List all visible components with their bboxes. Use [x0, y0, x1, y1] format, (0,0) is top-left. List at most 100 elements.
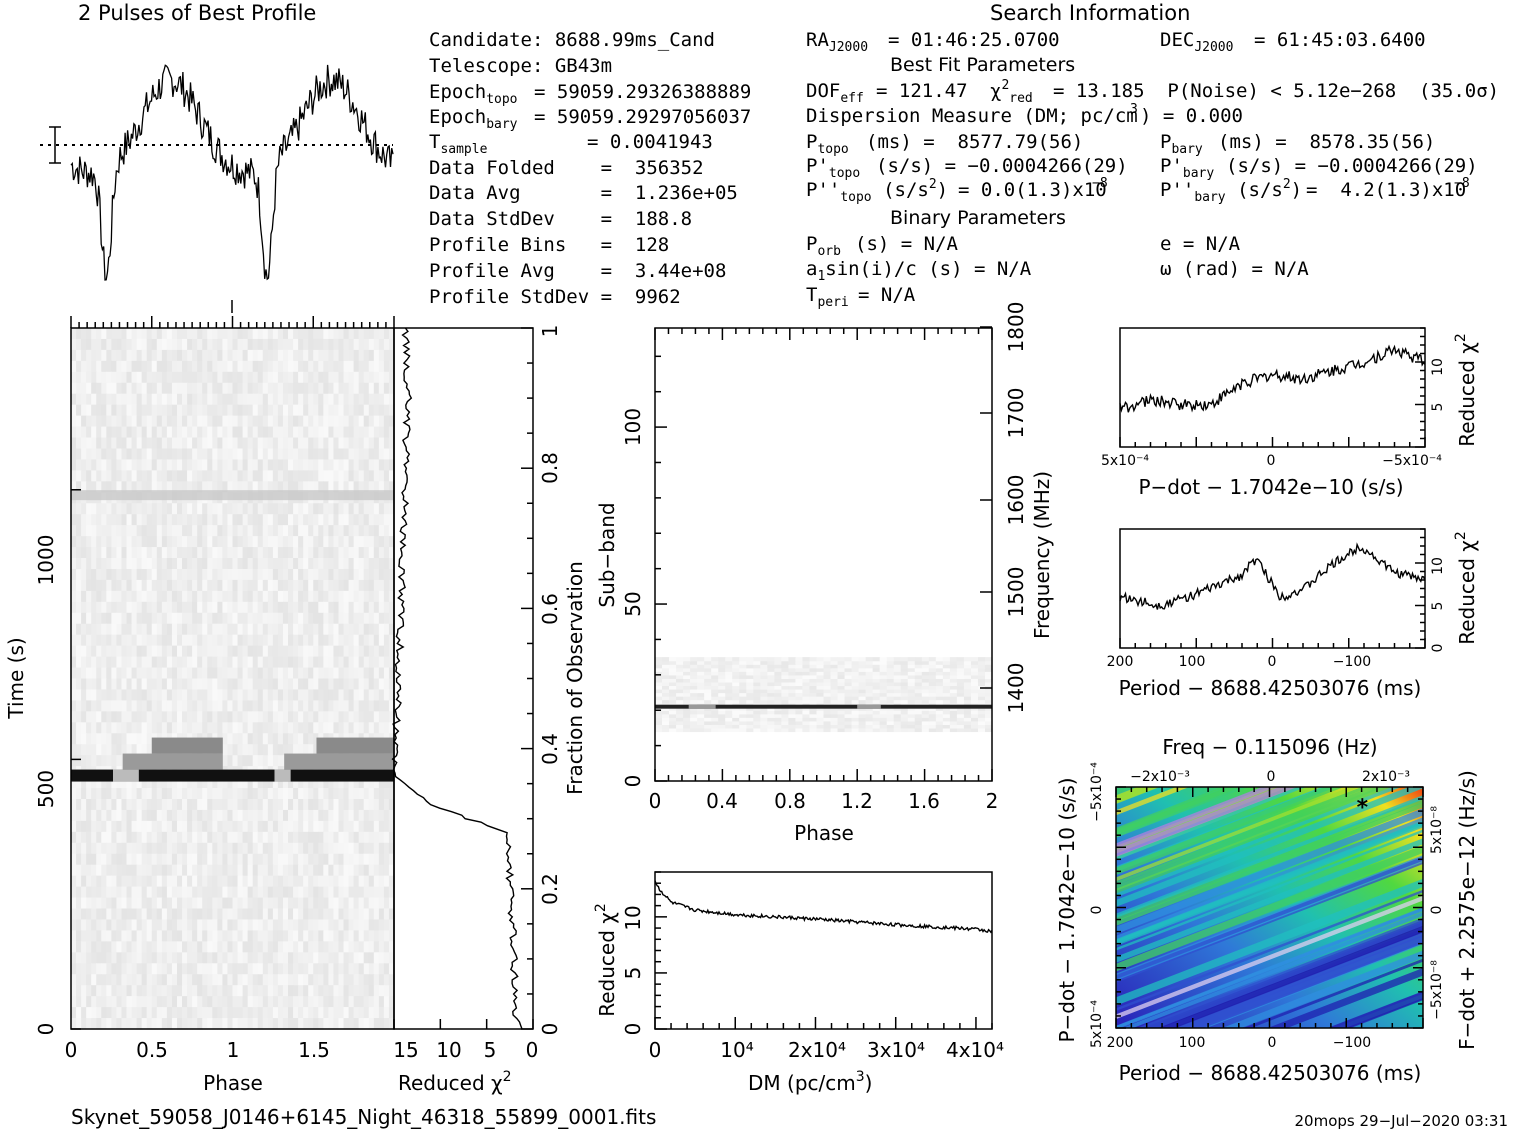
time-phase-cell	[363, 831, 370, 844]
time-phase-cell	[151, 1007, 158, 1019]
info-ecc: e = N/A	[1160, 233, 1241, 255]
time-phase-cell	[293, 634, 299, 647]
time-phase-cell	[373, 558, 380, 570]
time-phase-cell	[282, 678, 289, 691]
time-phase-cell	[96, 864, 102, 877]
time-phase-cell	[222, 831, 229, 844]
time-phase-cell	[91, 875, 97, 888]
time-phase-cell	[166, 645, 173, 658]
time-phase-cell	[378, 985, 385, 997]
time-phase-cell	[101, 798, 107, 811]
time-phase-cell	[267, 579, 274, 592]
time-phase-cell	[156, 601, 163, 614]
time-phase-cell	[161, 678, 168, 691]
subband-cell	[802, 720, 811, 725]
time-phase-cell	[348, 678, 355, 691]
time-phase-cell	[252, 645, 259, 658]
time-phase-cell	[348, 568, 355, 581]
time-phase-cell	[288, 985, 294, 997]
time-phase-cell	[131, 579, 138, 592]
time-phase-cell	[333, 536, 340, 548]
time-phase-cell	[96, 842, 102, 855]
time-phase-cell	[252, 601, 259, 614]
time-phase-cell	[166, 974, 173, 986]
time-phase-cell	[267, 853, 274, 866]
subband-cell	[928, 724, 937, 729]
time-phase-cell	[323, 437, 329, 450]
time-phase-cell	[303, 547, 309, 559]
time-phase-cell	[257, 1018, 264, 1030]
time-phase-cell	[197, 338, 203, 351]
time-phase-cell	[227, 503, 234, 515]
time-phase-cell	[111, 798, 118, 811]
time-phase-cell	[207, 842, 213, 855]
time-phase-cell	[383, 930, 390, 942]
time-phase-cell	[161, 371, 168, 384]
time-phase-cell	[182, 1007, 188, 1019]
time-phase-cell	[282, 382, 289, 395]
time-phase-cell	[353, 371, 360, 384]
cum-xtick-2: 5	[484, 1038, 497, 1062]
time-phase-cell	[101, 371, 107, 384]
time-phase-cell	[116, 963, 123, 975]
time-phase-cell	[288, 689, 294, 702]
time-phase-cell	[318, 470, 324, 482]
time-phase-cell	[217, 820, 224, 833]
time-phase-cell	[363, 328, 370, 340]
time-phase-cell	[257, 481, 264, 493]
time-phase-cell	[247, 503, 254, 515]
time-phase-cell	[156, 415, 163, 428]
time-phase-cell	[161, 514, 168, 526]
time-phase-cell	[202, 470, 208, 482]
time-phase-cell	[348, 908, 355, 921]
time-phase-cell	[262, 349, 269, 362]
time-phase-cell	[176, 415, 183, 428]
subband-cell	[795, 720, 804, 725]
subband-cell	[795, 717, 804, 722]
time-phase-cell	[252, 328, 259, 340]
time-phase-cell	[192, 930, 198, 942]
time-phase-cell	[136, 700, 143, 712]
time-phase-cell	[197, 623, 203, 636]
time-phase-cell	[131, 722, 138, 734]
time-phase-cell	[257, 1007, 264, 1019]
time-phase-cell	[222, 437, 229, 450]
time-phase-cell	[111, 974, 118, 986]
time-phase-cell	[151, 842, 158, 855]
time-phase-cell	[242, 831, 249, 844]
time-phase-cell	[277, 393, 284, 406]
time-phase-cell	[141, 525, 148, 537]
time-phase-cell	[353, 612, 360, 625]
time-phase-cell	[121, 371, 128, 384]
time-phase-cell	[247, 1018, 254, 1030]
cumulative-chi-frame	[393, 327, 534, 1030]
time-phase-cell	[388, 503, 395, 515]
info-tsample-name: Tsample	[429, 131, 488, 157]
subband-cell	[963, 688, 972, 694]
time-phase-cell	[247, 349, 254, 362]
time-phase-cell	[232, 777, 239, 789]
time-phase-cell	[313, 908, 319, 921]
time-phase-cell	[328, 547, 335, 559]
time-phase-cell	[96, 623, 102, 636]
time-phase-cell	[176, 875, 183, 888]
time-phase-cell	[308, 1018, 314, 1030]
time-phase-cell	[237, 1018, 244, 1030]
time-phase-cell	[272, 328, 279, 340]
subband-cell	[970, 688, 979, 694]
time-phase-cell	[333, 426, 340, 439]
time-phase-cell	[161, 437, 168, 450]
time-phase-cell	[217, 974, 224, 986]
time-phase-cell	[126, 941, 133, 953]
time-phase-cell	[197, 678, 203, 691]
subband-cell	[942, 710, 951, 715]
time-phase-cell	[222, 382, 229, 395]
time-phase-cell	[106, 711, 112, 723]
subband-cell	[886, 696, 895, 701]
time-phase-cell	[166, 842, 173, 855]
time-phase-cell	[313, 328, 319, 340]
time-phase-cell	[272, 733, 279, 745]
time-phase-cell	[121, 930, 128, 942]
time-phase-cell	[343, 886, 350, 899]
time-phase-cell	[131, 437, 138, 450]
